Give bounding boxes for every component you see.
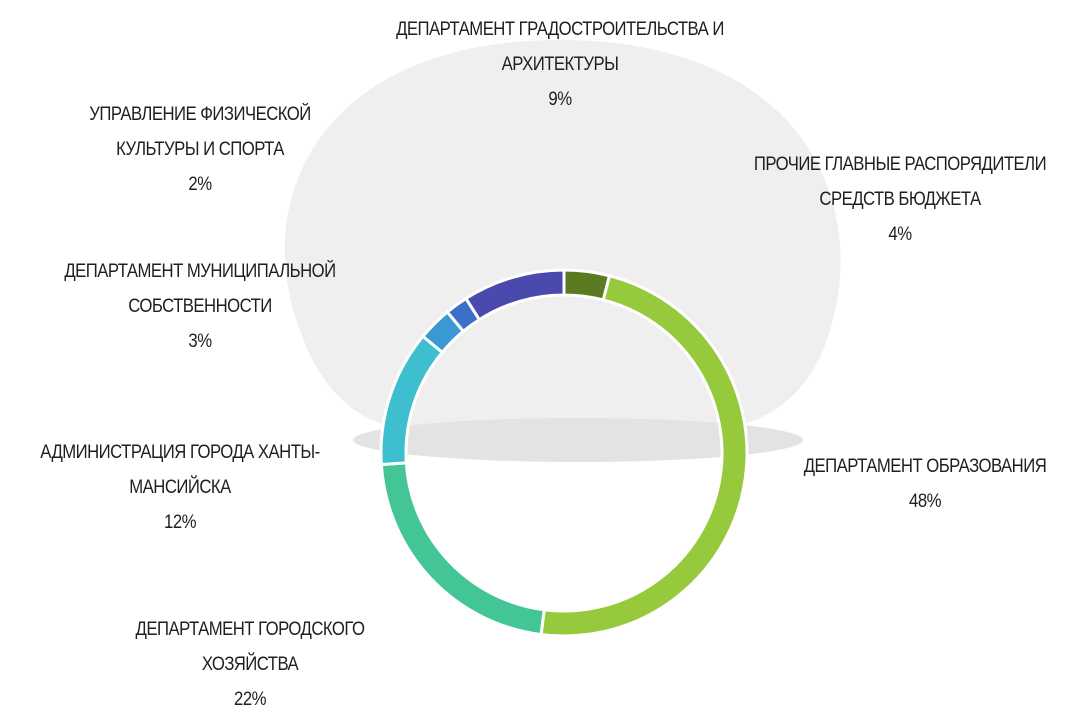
donut-segment (463, 268, 566, 322)
value-label: 12% (164, 512, 196, 533)
data-label: ДЕПАРТАМЕНТ ГОРОДСКОГО ХОЗЯЙСТВА 22% (100, 612, 399, 717)
data-label: ДЕПАРТАМЕНТ ОБРАЗОВАНИЯ 48% (789, 449, 1062, 519)
donut-segment (379, 461, 546, 637)
data-label: ДЕПАРТАМЕНТ МУНИЦИПАЛЬНОЙ СОБСТВЕННОСТИ 3… (42, 254, 359, 359)
data-label: ПРОЧИЕ ГЛАВНЫЕ РАСПОРЯДИТЕЛИ СРЕДСТВ БЮД… (733, 147, 1067, 252)
category-label: ПРОЧИЕ ГЛАВНЫЕ РАСПОРЯДИТЕЛИ СРЕДСТВ БЮД… (753, 154, 1047, 210)
category-label: ДЕПАРТАМЕНТ ГРАДОСТРОИТЕЛЬСТВА И АРХИТЕК… (396, 19, 724, 75)
category-label: ДЕПАРТАМЕНТ МУНИЦИПАЛЬНОЙ СОБСТВЕННОСТИ (64, 261, 336, 317)
donut-segment (562, 268, 612, 302)
category-label: УПРАВЛЕНИЕ ФИЗИЧЕСКОЙ КУЛЬТУРЫ И СПОРТА (89, 104, 311, 160)
value-label: 2% (188, 174, 212, 195)
data-label: УПРАВЛЕНИЕ ФИЗИЧЕСКОЙ КУЛЬТУРЫ И СПОРТА 2… (68, 97, 332, 202)
category-label: АДМИНИСТРАЦИЯ ГОРОДА ХАНТЫ-МАНСИЙСКА (40, 442, 320, 498)
value-label: 9% (548, 89, 572, 110)
data-label: АДМИНИСТРАЦИЯ ГОРОДА ХАНТЫ-МАНСИЙСКА 12% (22, 435, 339, 540)
category-label: ДЕПАРТАМЕНТ ОБРАЗОВАНИЯ (803, 456, 1047, 477)
category-label: ДЕПАРТАМЕНТ ГОРОДСКОГО ХОЗЯЙСТВА (135, 619, 365, 675)
value-label: 22% (234, 689, 266, 710)
background-shadow (353, 418, 803, 462)
data-label: ДЕПАРТАМЕНТ ГРАДОСТРОИТЕЛЬСТВА И АРХИТЕК… (358, 12, 763, 117)
value-label: 48% (909, 491, 941, 512)
value-label: 4% (888, 224, 912, 245)
value-label: 3% (188, 331, 212, 352)
